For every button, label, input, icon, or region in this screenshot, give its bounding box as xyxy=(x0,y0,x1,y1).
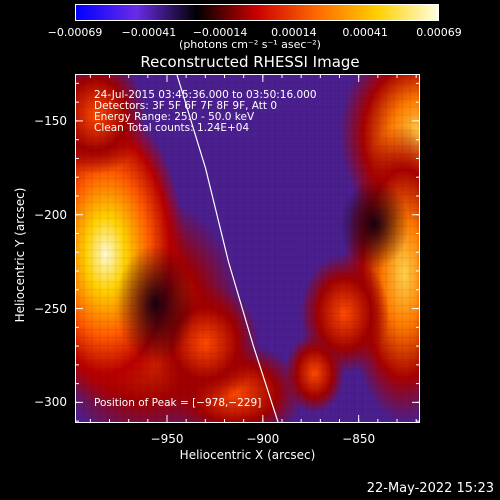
annotation-detectors: Detectors: 3F 5F 6F 7F 8F 9F, Att 0 xyxy=(94,100,278,112)
x-tick-label: −900 xyxy=(246,432,280,446)
colorbar-tick-label: 0.00041 xyxy=(342,26,388,39)
peak-position-label: Position of Peak = [−978,−229] xyxy=(94,397,262,409)
colorbar-tick-label: −0.00014 xyxy=(192,26,248,39)
y-tick-label: −250 xyxy=(34,301,67,316)
plot-area: 24-Jul-2015 03:45:36.000 to 03:50:16.000… xyxy=(75,74,420,423)
colorbar-tick-label: −0.00069 xyxy=(47,26,103,39)
solar-limb-line xyxy=(176,75,279,422)
heatmap xyxy=(76,75,419,422)
y-tick-label: −300 xyxy=(34,395,67,410)
colorbar-units-label: (photons cm⁻² s⁻¹ asec⁻²) xyxy=(179,38,321,51)
x-tick-label: −850 xyxy=(342,432,376,446)
annotation-counts: Clean Total counts: 1.24E+04 xyxy=(94,122,250,134)
colorbar-tick-label: −0.00041 xyxy=(121,26,177,39)
annotation-energy-range: Energy Range: 25.0 - 50.0 keV xyxy=(94,111,255,123)
y-tick-label: −200 xyxy=(34,207,67,222)
plot-title: Reconstructed RHESSI Image xyxy=(140,53,360,71)
y-tick-label: −150 xyxy=(34,113,67,128)
x-axis-label: Heliocentric X (arcsec) xyxy=(179,448,316,462)
colorbar-tick-label: 0.00014 xyxy=(271,26,317,39)
colorbar-gradient xyxy=(76,5,438,20)
date-stamp: 22-May-2022 15:23 xyxy=(366,481,494,496)
y-axis-label: Heliocentric Y (arcsec) xyxy=(13,187,27,323)
annotation-time-range: 24-Jul-2015 03:45:36.000 to 03:50:16.000 xyxy=(94,89,317,101)
colorbar-tick-label: 0.00069 xyxy=(416,26,462,39)
x-tick-label: −950 xyxy=(150,432,184,446)
colorbar xyxy=(75,4,439,21)
